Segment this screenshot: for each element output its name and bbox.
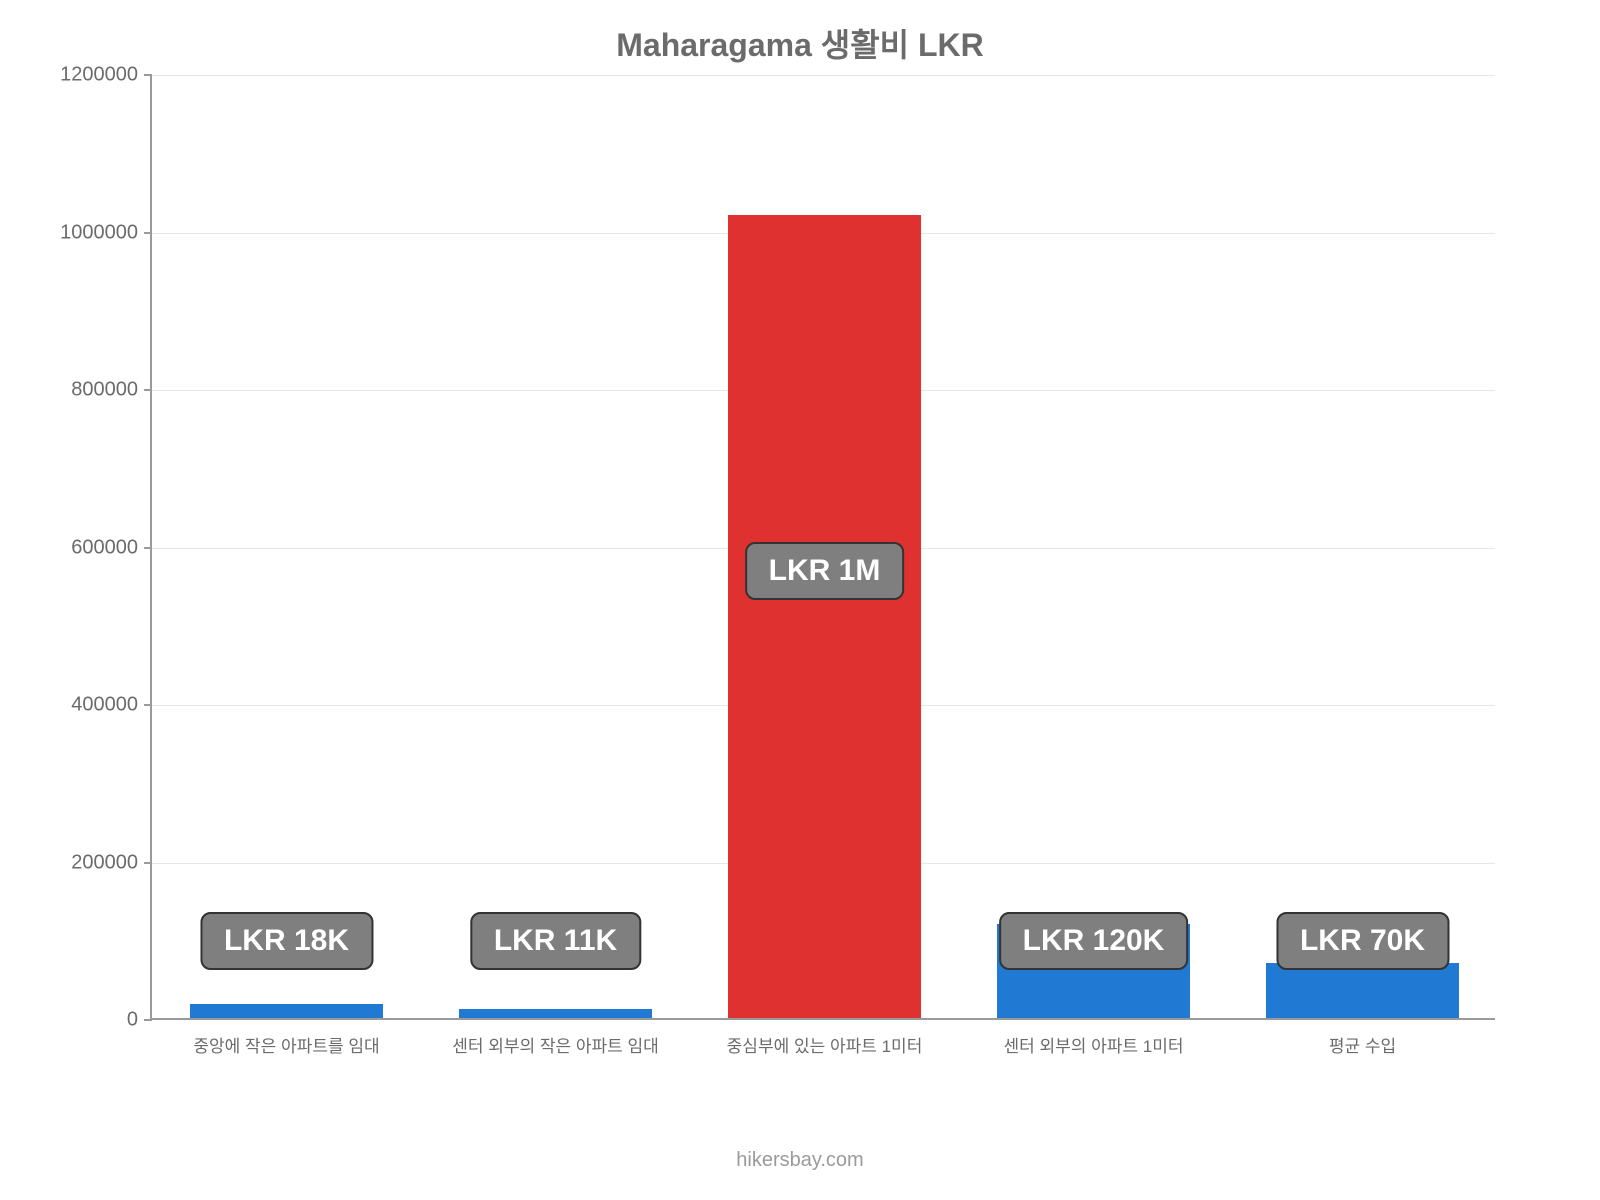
bar-value-label: LKR 18K bbox=[200, 912, 373, 970]
xtick-label: 센터 외부의 아파트 1미터 bbox=[1003, 1018, 1183, 1057]
xtick-label: 센터 외부의 작은 아파트 임대 bbox=[452, 1018, 659, 1057]
xtick-label: 중앙에 작은 아파트를 임대 bbox=[193, 1018, 379, 1057]
attribution: hikersbay.com bbox=[0, 1149, 1600, 1172]
bar-value-label: LKR 70K bbox=[1276, 912, 1449, 970]
bar bbox=[728, 215, 922, 1018]
xtick-label: 평균 수입 bbox=[1329, 1018, 1396, 1057]
chart-container: Maharagama 생활비 LKR 020000040000060000080… bbox=[0, 0, 1600, 1200]
ytick-label: 1200000 bbox=[60, 64, 152, 87]
ytick-label: 400000 bbox=[71, 694, 152, 717]
bar-value-label: LKR 1M bbox=[745, 542, 905, 600]
xtick-label: 중심부에 있는 아파트 1미터 bbox=[727, 1018, 923, 1057]
bar bbox=[1266, 963, 1460, 1018]
bar-value-label: LKR 11K bbox=[470, 912, 641, 970]
plot-area: 020000040000060000080000010000001200000중… bbox=[150, 75, 1495, 1020]
ytick-label: 800000 bbox=[71, 379, 152, 402]
bar bbox=[459, 1009, 653, 1018]
gridline bbox=[152, 75, 1495, 76]
bar bbox=[190, 1004, 384, 1018]
ytick-label: 600000 bbox=[71, 536, 152, 559]
ytick-label: 0 bbox=[127, 1009, 152, 1032]
ytick-label: 200000 bbox=[71, 851, 152, 874]
ytick-label: 1000000 bbox=[60, 221, 152, 244]
bar-value-label: LKR 120K bbox=[999, 912, 1189, 970]
chart-title: Maharagama 생활비 LKR bbox=[0, 20, 1600, 66]
